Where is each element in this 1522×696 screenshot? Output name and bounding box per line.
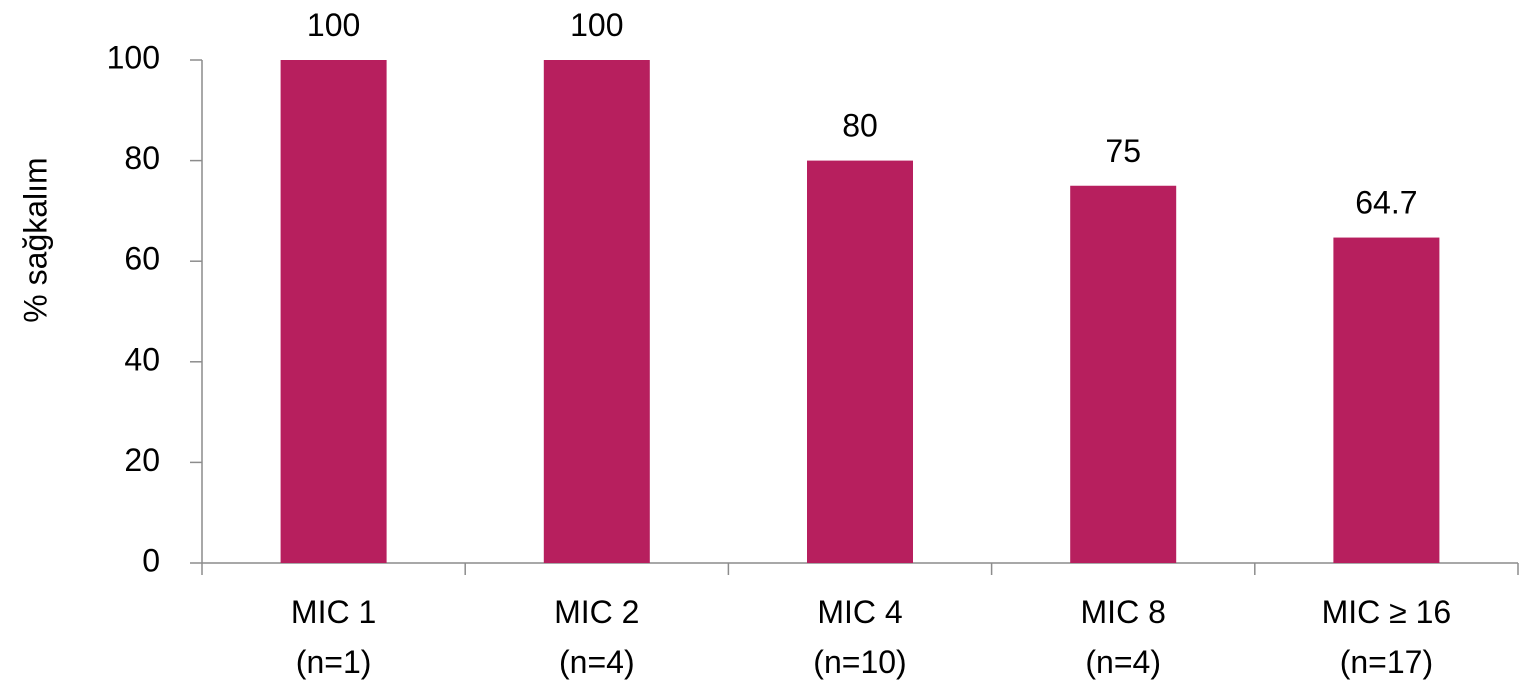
value-label: 64.7	[1355, 185, 1417, 221]
x-tick-label: MIC 8 (n=4)	[1081, 594, 1166, 680]
value-label: 75	[1105, 133, 1141, 169]
x-tick-label: MIC 1 (n=1)	[291, 594, 376, 680]
y-tick-label: 40	[124, 341, 160, 377]
bar	[543, 60, 650, 563]
x-tick-label: MIC ≥ 16 (n=17)	[1322, 594, 1452, 680]
value-label: 100	[307, 7, 360, 43]
bar	[280, 60, 387, 563]
y-tick-label: 100	[107, 39, 160, 75]
bar	[1070, 185, 1177, 563]
bar	[1333, 237, 1440, 563]
value-label: 100	[570, 7, 623, 43]
y-tick-label: 20	[124, 442, 160, 478]
y-tick-label: 80	[124, 140, 160, 176]
x-tick-label: MIC 2 (n=4)	[554, 594, 639, 680]
bar	[807, 160, 913, 563]
x-tick-label: MIC 4 (n=10)	[813, 594, 906, 680]
y-axis-label: % sağkalım	[17, 157, 53, 322]
value-label: 80	[842, 108, 878, 144]
y-tick-label: 0	[142, 542, 160, 578]
y-tick-label: 60	[124, 241, 160, 277]
